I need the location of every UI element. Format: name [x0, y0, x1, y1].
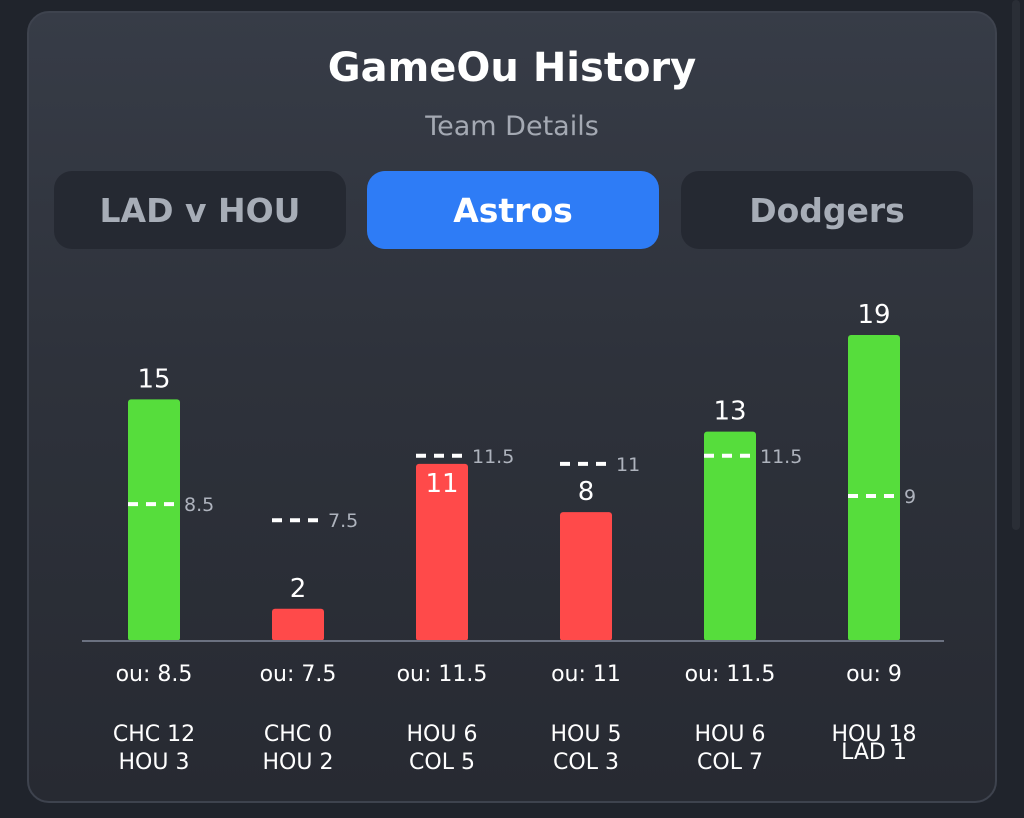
ou-line-label: 9 [904, 486, 916, 508]
ou-tick-label: ou: 11 [551, 662, 621, 687]
bar-value-label: 19 [857, 300, 890, 330]
score-line-1: CHC 12 [113, 722, 195, 747]
bar-value-label: 2 [290, 574, 307, 604]
ou-line-label: 8.5 [184, 494, 214, 516]
ou-tick-label: ou: 8.5 [116, 662, 193, 687]
score-line-1: HOU 6 [695, 722, 766, 747]
ou-bar-chart: 15 8.5 ou: 8.5 CHC 12 HOU 3 2 7.5 ou: 7.5 CHC 0 H… [82, 300, 944, 775]
ou-tick-label: ou: 9 [846, 662, 902, 687]
score-line-2: COL 5 [409, 750, 475, 775]
bar [848, 335, 900, 641]
score-line-2: COL 3 [553, 750, 619, 775]
score-line-1: HOU 6 [407, 722, 478, 747]
page-subtitle: Team Details [425, 111, 599, 142]
score-line-2: LAD 1 [841, 740, 907, 765]
score-line-2: COL 7 [697, 750, 763, 775]
ou-line-label: 7.5 [328, 510, 358, 532]
bar-value-label: 11 [425, 469, 458, 499]
score-line-2: HOU 3 [119, 750, 190, 775]
scrollbar-thumb[interactable] [1012, 0, 1020, 530]
ou-line-label: 11.5 [472, 446, 514, 468]
score-line-1: CHC 0 [264, 722, 332, 747]
score-line-1: HOU 5 [551, 722, 622, 747]
tab-lad-v-hou[interactable]: LAD v HOU [54, 171, 346, 249]
ou-tick-label: ou: 11.5 [685, 662, 776, 687]
bar-value-label: 15 [137, 364, 170, 394]
bar [128, 399, 180, 641]
bar [416, 463, 468, 641]
ou-tick-label: ou: 7.5 [260, 662, 337, 687]
tab-astros[interactable]: Astros [367, 171, 659, 249]
bar [272, 608, 324, 641]
tab-dodgers[interactable]: Dodgers [681, 171, 973, 249]
score-line-2: HOU 2 [263, 750, 334, 775]
page-title: GameOu History [327, 45, 697, 91]
ou-tick-label: ou: 11.5 [397, 662, 488, 687]
ou-line-label: 11 [616, 454, 640, 476]
history-card: GameOu History Team Details LAD v HOU As… [27, 11, 997, 803]
bar [704, 431, 756, 641]
bar-value-label: 13 [713, 397, 746, 427]
bar [560, 512, 612, 641]
score-line-1: HOU 18 [832, 722, 917, 747]
ou-line-label: 11.5 [760, 446, 802, 468]
bar-value-label: 8 [578, 477, 595, 507]
